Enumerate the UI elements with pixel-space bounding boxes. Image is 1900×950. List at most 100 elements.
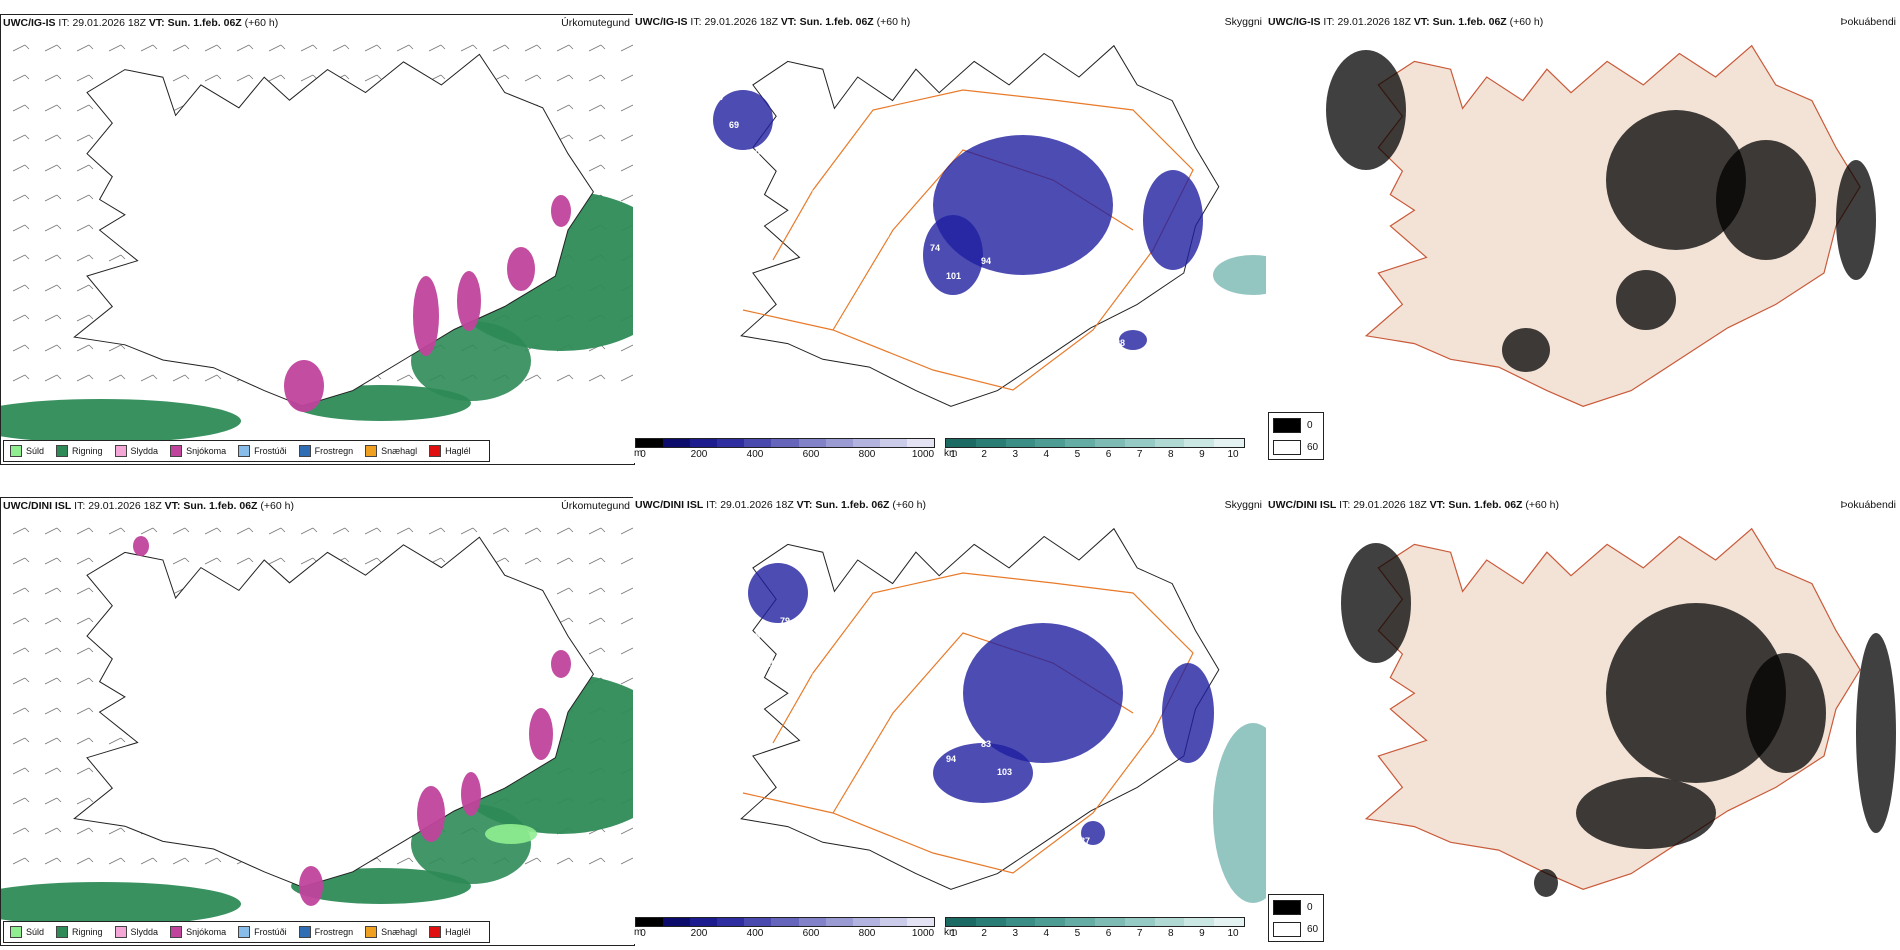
precip-legend: Súld Rigning Slydda Snjókoma Frostúði Frostre… (3, 440, 490, 462)
colorbar-cell (1124, 918, 1155, 926)
fog-map (1326, 44, 1876, 407)
snow-area (133, 536, 149, 556)
ceiling-label: 150 (847, 657, 862, 667)
ceiling-label: 107 (914, 698, 929, 708)
colorbar-tick: 1000 (911, 928, 935, 939)
lead-time: (+60 h) (1525, 499, 1559, 511)
cloud-panel-row2: UWC/DINI ISL IT: 29.01.2026 18Z VT: Sun.… (633, 497, 1266, 944)
ceiling-label: 135 (761, 659, 776, 669)
legend-swatch (238, 926, 251, 938)
legend-item: Rigning (56, 926, 103, 938)
it-label: IT: (1323, 16, 1335, 28)
legend-swatch (114, 445, 127, 457)
vt-label: VT: (780, 16, 797, 28)
snow-area (299, 866, 323, 906)
colorbar-ticks: 0 200 400 600 800 1000 (635, 928, 935, 942)
colorbar-cell (879, 439, 907, 447)
colorbar-cell (771, 439, 799, 447)
legend-label: Súld (26, 446, 45, 456)
colorbar-unit: m (634, 927, 643, 938)
ceiling-label: 71 (1064, 325, 1074, 335)
colorbar-cell (1154, 439, 1185, 447)
ceiling-label: 28 (1131, 366, 1141, 376)
ceiling-label: 485 (745, 631, 760, 641)
legend-item: Haglél (429, 926, 471, 938)
ceiling-label: 71 (812, 189, 822, 199)
colorbar-cell (1184, 918, 1215, 926)
colorbar-cell (1005, 439, 1036, 447)
colorbar-cell (744, 439, 772, 447)
fog-area (1502, 328, 1550, 372)
legend-swatch (170, 445, 183, 457)
fog-legend: 0 60 (1268, 894, 1324, 942)
vt-value: Sun. 1.feb. 06Z (799, 16, 874, 28)
panel-header: UWC/DINI ISL IT: 29.01.2026 18Z VT: Sun.… (3, 498, 630, 514)
fog-legend: 0 60 (1268, 412, 1324, 460)
visibility-area (1213, 723, 1266, 903)
legend-label: Slydda (130, 927, 159, 937)
it-value: 29.01.2026 18Z (1353, 499, 1427, 511)
snow-area (284, 360, 324, 412)
ceiling-label: 191 (930, 726, 945, 736)
ceiling-label: 100 (745, 148, 760, 158)
colorbar-tick: 2 (981, 928, 987, 939)
colorbar-cell (975, 918, 1006, 926)
colorbar-tick: 2 (981, 449, 987, 460)
vt-value: Sun. 1.feb. 06Z (1448, 499, 1523, 511)
fog-legend-item: 60 (1273, 922, 1318, 937)
colorbar-cell (1154, 918, 1185, 926)
ceiling-label: 69 (729, 120, 739, 130)
panel-header: UWC/IG-IS IT: 29.01.2026 18Z VT: Sun. 1.… (3, 15, 630, 31)
panel-header: UWC/DINI ISL IT: 29.01.2026 18Z VT: Sun.… (1268, 497, 1896, 513)
ceiling-label: 94 (1182, 862, 1192, 872)
legend-item: Súld (10, 926, 44, 938)
ceiling-label: 383 (1198, 590, 1213, 600)
colorbar-strip (945, 917, 1245, 927)
legend-label: Rigning (72, 446, 103, 456)
colorbar-tick: 0 (640, 449, 646, 460)
visibility-colorbar: 1 2 3 4 5 6 7 8 9 10 km (944, 438, 1245, 463)
snow-area (551, 650, 571, 678)
colorbar-tick: 6 (1105, 449, 1112, 460)
legend-swatch (429, 445, 442, 457)
fog-legend-label: 60 (1307, 442, 1319, 453)
vt-label: VT: (1429, 499, 1446, 511)
legend-item: Frostregn (298, 445, 353, 457)
ceiling-label: 78 (713, 575, 723, 585)
drizzle-area (485, 824, 537, 844)
colorbar-tick: 600 (802, 449, 820, 460)
it-value: 29.01.2026 18Z (88, 500, 162, 512)
ceiling-label: 107 (1048, 297, 1063, 307)
ceiling-label: 88 (1115, 338, 1125, 348)
colorbar-cell (852, 918, 880, 926)
ceiling-label: 106 (780, 133, 795, 143)
fog-area (1746, 653, 1826, 773)
colorbar-cell (1065, 439, 1095, 447)
colorbar-cell (798, 918, 826, 926)
colorbar-cell (852, 439, 880, 447)
colorbar-cell (1214, 439, 1244, 447)
ceiling-label: 87 (1080, 836, 1090, 846)
legend-swatch (10, 445, 22, 457)
fog-area (1616, 270, 1676, 330)
colorbar-tick: 800 (858, 449, 876, 460)
low-cloud-area (1143, 170, 1203, 270)
model-name: UWC/DINI ISL (635, 499, 704, 511)
ceiling-label: 549 (812, 672, 827, 682)
ceiling-label: 83 (1198, 107, 1208, 117)
colorbar-cell (1094, 918, 1125, 926)
colorbar-tick: 3 (1012, 928, 1018, 939)
legend-label: Súld (26, 927, 45, 937)
fog-area (1534, 869, 1558, 897)
colorbar-tick: 5 (1074, 928, 1081, 939)
model-name: UWC/DINI ISL (1268, 499, 1337, 511)
legend-label: Slydda (130, 446, 159, 456)
colorbar-tick: 1 (950, 449, 956, 460)
colorbar-cell (825, 918, 853, 926)
fog-legend-label: 60 (1307, 924, 1319, 935)
ceiling-label: 94 (981, 256, 991, 266)
colorbar-tick: 7 (1136, 449, 1143, 460)
precip-map (1, 44, 634, 441)
legend-label: Snjókoma (186, 446, 227, 456)
low-cloud-area (1119, 330, 1147, 350)
